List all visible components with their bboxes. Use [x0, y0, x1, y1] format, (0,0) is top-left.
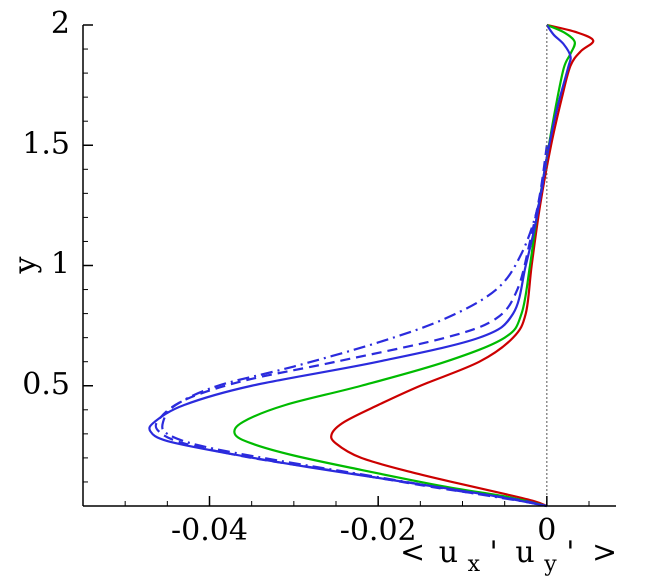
series-line-1 [330, 23, 595, 508]
x-axis-label-close: > [592, 535, 617, 570]
axes: -0.04 -0.02 0 0.5 1 1.5 2 [22, 6, 616, 548]
x-axis-label-sub1: x [468, 552, 481, 577]
y-tick-label: 1.5 [22, 126, 70, 161]
x-tick-label: -0.02 [340, 513, 417, 548]
x-tick-label: -0.04 [171, 513, 248, 548]
series-line-5 [161, 157, 548, 508]
x-axis-label: < u x ' u y ' > [400, 535, 617, 578]
x-axis-label-open: < [400, 535, 425, 570]
x-axis-label-prime2: ' [566, 535, 574, 570]
y-tick-label: 2 [51, 6, 70, 41]
plot-area [148, 23, 595, 508]
series-line-3 [148, 24, 572, 508]
series-line-2 [233, 23, 576, 508]
y-tick-label: 1 [51, 247, 70, 282]
x-axis-label-u2: u [515, 535, 534, 570]
x-axis-label-u1: u [439, 535, 458, 570]
x-axis-label-prime1: ' [490, 535, 498, 570]
x-axis-label-sub2: y [543, 552, 557, 577]
y-axis-label: y [8, 256, 43, 274]
x-tick-label: 0 [537, 513, 556, 548]
y-tick-label: 0.5 [22, 367, 70, 402]
